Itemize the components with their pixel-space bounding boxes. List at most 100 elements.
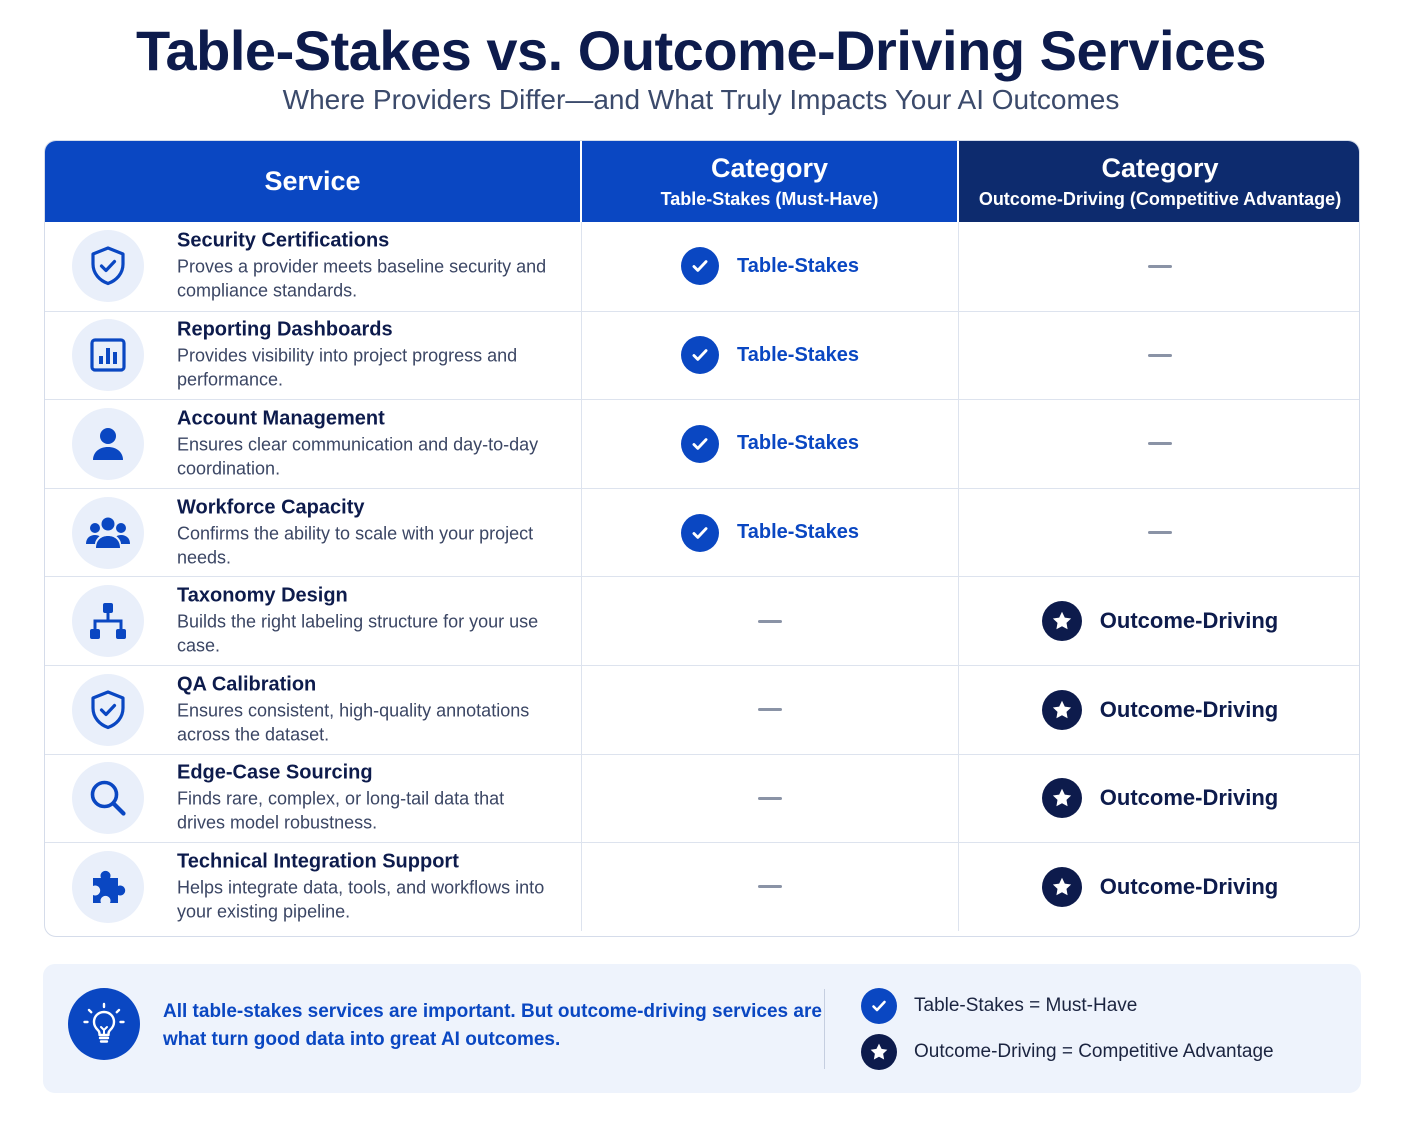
page-subtitle: Where Providers Differ—and What Truly Im… <box>282 84 1120 115</box>
table-stakes-header-sublabel: Table-Stakes (Must-Have) <box>660 189 879 209</box>
service-name: QA Calibration <box>177 673 317 696</box>
outcome-driving-cell: Outcome-Driving <box>959 577 1359 665</box>
table-stakes-label: Table-Stakes <box>737 343 859 366</box>
footer-callout: All table-stakes services are important.… <box>43 964 1361 1093</box>
table-row: Account Management Ensures clear communi… <box>45 399 1359 488</box>
outcome-driving-column-header: Category Outcome-Driving (Competitive Ad… <box>959 141 1359 222</box>
table-stakes-cell: Table-Stakes <box>582 311 959 400</box>
legend-label: Table-Stakes = Must-Have <box>914 995 1138 1016</box>
service-name: Technical Integration Support <box>177 850 459 873</box>
service-description: Ensures consistent, high-quality annotat… <box>177 700 530 745</box>
outcome-driving-cell: Outcome-Driving <box>959 843 1359 931</box>
puzzle-icon <box>72 850 144 923</box>
outcome-driving-badge: Outcome-Driving <box>1041 778 1279 819</box>
table-stakes-cell: Table-Stakes <box>582 400 959 488</box>
services-table: Service Category Table-Stakes (Must-Have… <box>44 140 1360 937</box>
legend-label: Outcome-Driving = Competitive Advantage <box>914 1041 1274 1062</box>
table-stakes-label: Table-Stakes <box>737 432 859 455</box>
legend-item-table-stakes: Table-Stakes = Must-Have <box>861 988 1137 1024</box>
check-icon <box>861 988 897 1024</box>
footer-divider <box>824 989 825 1069</box>
table-stakes-cell <box>582 665 959 754</box>
table-body: Security Certifications Proves a provide… <box>45 222 1359 931</box>
service-name: Edge-Case Sourcing <box>177 761 373 784</box>
service-cell: Technical Integration Support Helps inte… <box>45 843 582 931</box>
outcome-driving-label: Outcome-Driving <box>1099 696 1279 722</box>
table-stakes-cell <box>582 577 959 665</box>
check-icon <box>681 247 720 286</box>
table-stakes-cell <box>582 843 959 931</box>
outcome-driving-cell <box>959 312 1359 400</box>
service-cell: Reporting Dashboards Provides visibility… <box>45 311 582 400</box>
service-name: Account Management <box>177 407 385 430</box>
table-row: QA Calibration Ensures consistent, high-… <box>45 664 1359 754</box>
hierarchy-icon <box>72 585 144 658</box>
table-stakes-cell <box>582 754 959 843</box>
outcome-driving-header-sublabel: Outcome-Driving (Competitive Advantage) <box>978 189 1342 209</box>
service-text: Edge-Case Sourcing Finds rare, complex, … <box>177 762 557 835</box>
dash-icon <box>1148 353 1172 357</box>
service-description: Ensures clear communication and day-to-d… <box>177 434 539 479</box>
outcome-driving-label: Outcome-Driving <box>1099 873 1279 899</box>
service-description: Finds rare, complex, or long-tail data t… <box>177 788 505 833</box>
legend-item-outcome-driving: Outcome-Driving = Competitive Advantage <box>861 1034 1274 1070</box>
dash-icon <box>758 619 782 623</box>
table-stakes-label: Table-Stakes <box>737 521 859 544</box>
service-description: Builds the right labeling structure for … <box>177 611 539 656</box>
check-icon <box>681 513 720 552</box>
service-cell: Taxonomy Design Builds the right labelin… <box>45 577 582 665</box>
table-stakes-cell: Table-Stakes <box>582 488 959 577</box>
table-row: Taxonomy Design Builds the right labelin… <box>45 576 1359 665</box>
table-stakes-badge: Table-Stakes <box>681 247 859 286</box>
outcome-driving-cell <box>959 489 1359 577</box>
service-name: Reporting Dashboards <box>177 318 393 341</box>
shield-check-icon <box>72 230 144 303</box>
outcome-driving-cell <box>959 222 1359 311</box>
check-icon <box>681 336 720 375</box>
table-header: Service Category Table-Stakes (Must-Have… <box>45 141 1359 222</box>
table-row: Technical Integration Support Helps inte… <box>45 842 1359 931</box>
outcome-driving-badge: Outcome-Driving <box>1041 601 1278 642</box>
outcome-driving-label: Outcome-Driving <box>1099 785 1279 811</box>
outcome-driving-cell <box>959 400 1359 488</box>
dash-icon <box>758 796 782 800</box>
outcome-driving-header-label: Category <box>1101 153 1219 183</box>
service-name: Security Certifications <box>177 229 390 252</box>
table-row: Workforce Capacity Confirms the ability … <box>45 487 1359 577</box>
check-icon <box>681 424 720 463</box>
table-stakes-badge: Table-Stakes <box>681 513 859 552</box>
service-header-label: Service <box>264 166 361 196</box>
outcome-driving-cell: Outcome-Driving <box>959 755 1359 843</box>
dash-icon <box>758 885 782 889</box>
star-icon <box>1041 689 1082 730</box>
service-cell: QA Calibration Ensures consistent, high-… <box>45 665 582 754</box>
outcome-driving-badge: Outcome-Driving <box>1041 689 1279 730</box>
service-name: Workforce Capacity <box>177 496 365 519</box>
table-row: Edge-Case Sourcing Finds rare, complex, … <box>45 753 1359 843</box>
dash-icon <box>758 708 782 712</box>
star-icon <box>861 1034 897 1070</box>
group-icon <box>72 496 144 569</box>
service-column-header: Service <box>45 141 582 222</box>
bar-chart-icon <box>72 319 144 392</box>
table-stakes-badge: Table-Stakes <box>681 336 859 375</box>
search-icon <box>72 762 144 835</box>
service-text: Reporting Dashboards Provides visibility… <box>177 319 557 392</box>
service-cell: Edge-Case Sourcing Finds rare, complex, … <box>45 754 582 843</box>
outcome-driving-cell: Outcome-Driving <box>959 666 1359 754</box>
dash-icon <box>1148 531 1172 535</box>
service-text: Technical Integration Support Helps inte… <box>177 850 557 923</box>
table-stakes-badge: Table-Stakes <box>681 424 859 463</box>
table-stakes-column-header: Category Table-Stakes (Must-Have) <box>582 141 959 222</box>
service-cell: Security Certifications Proves a provide… <box>45 222 582 311</box>
service-cell: Workforce Capacity Confirms the ability … <box>45 488 582 577</box>
service-description: Confirms the ability to scale with your … <box>177 523 534 568</box>
page-title: Table-Stakes vs. Outcome-Driving Service… <box>135 19 1267 82</box>
table-row: Reporting Dashboards Provides visibility… <box>45 310 1359 400</box>
outcome-driving-badge: Outcome-Driving <box>1041 866 1279 907</box>
star-icon <box>1041 778 1082 819</box>
service-text: Security Certifications Proves a provide… <box>177 230 557 303</box>
service-description: Helps integrate data, tools, and workflo… <box>177 877 545 922</box>
table-row: Security Certifications Proves a provide… <box>45 222 1359 311</box>
dash-icon <box>1148 264 1172 268</box>
